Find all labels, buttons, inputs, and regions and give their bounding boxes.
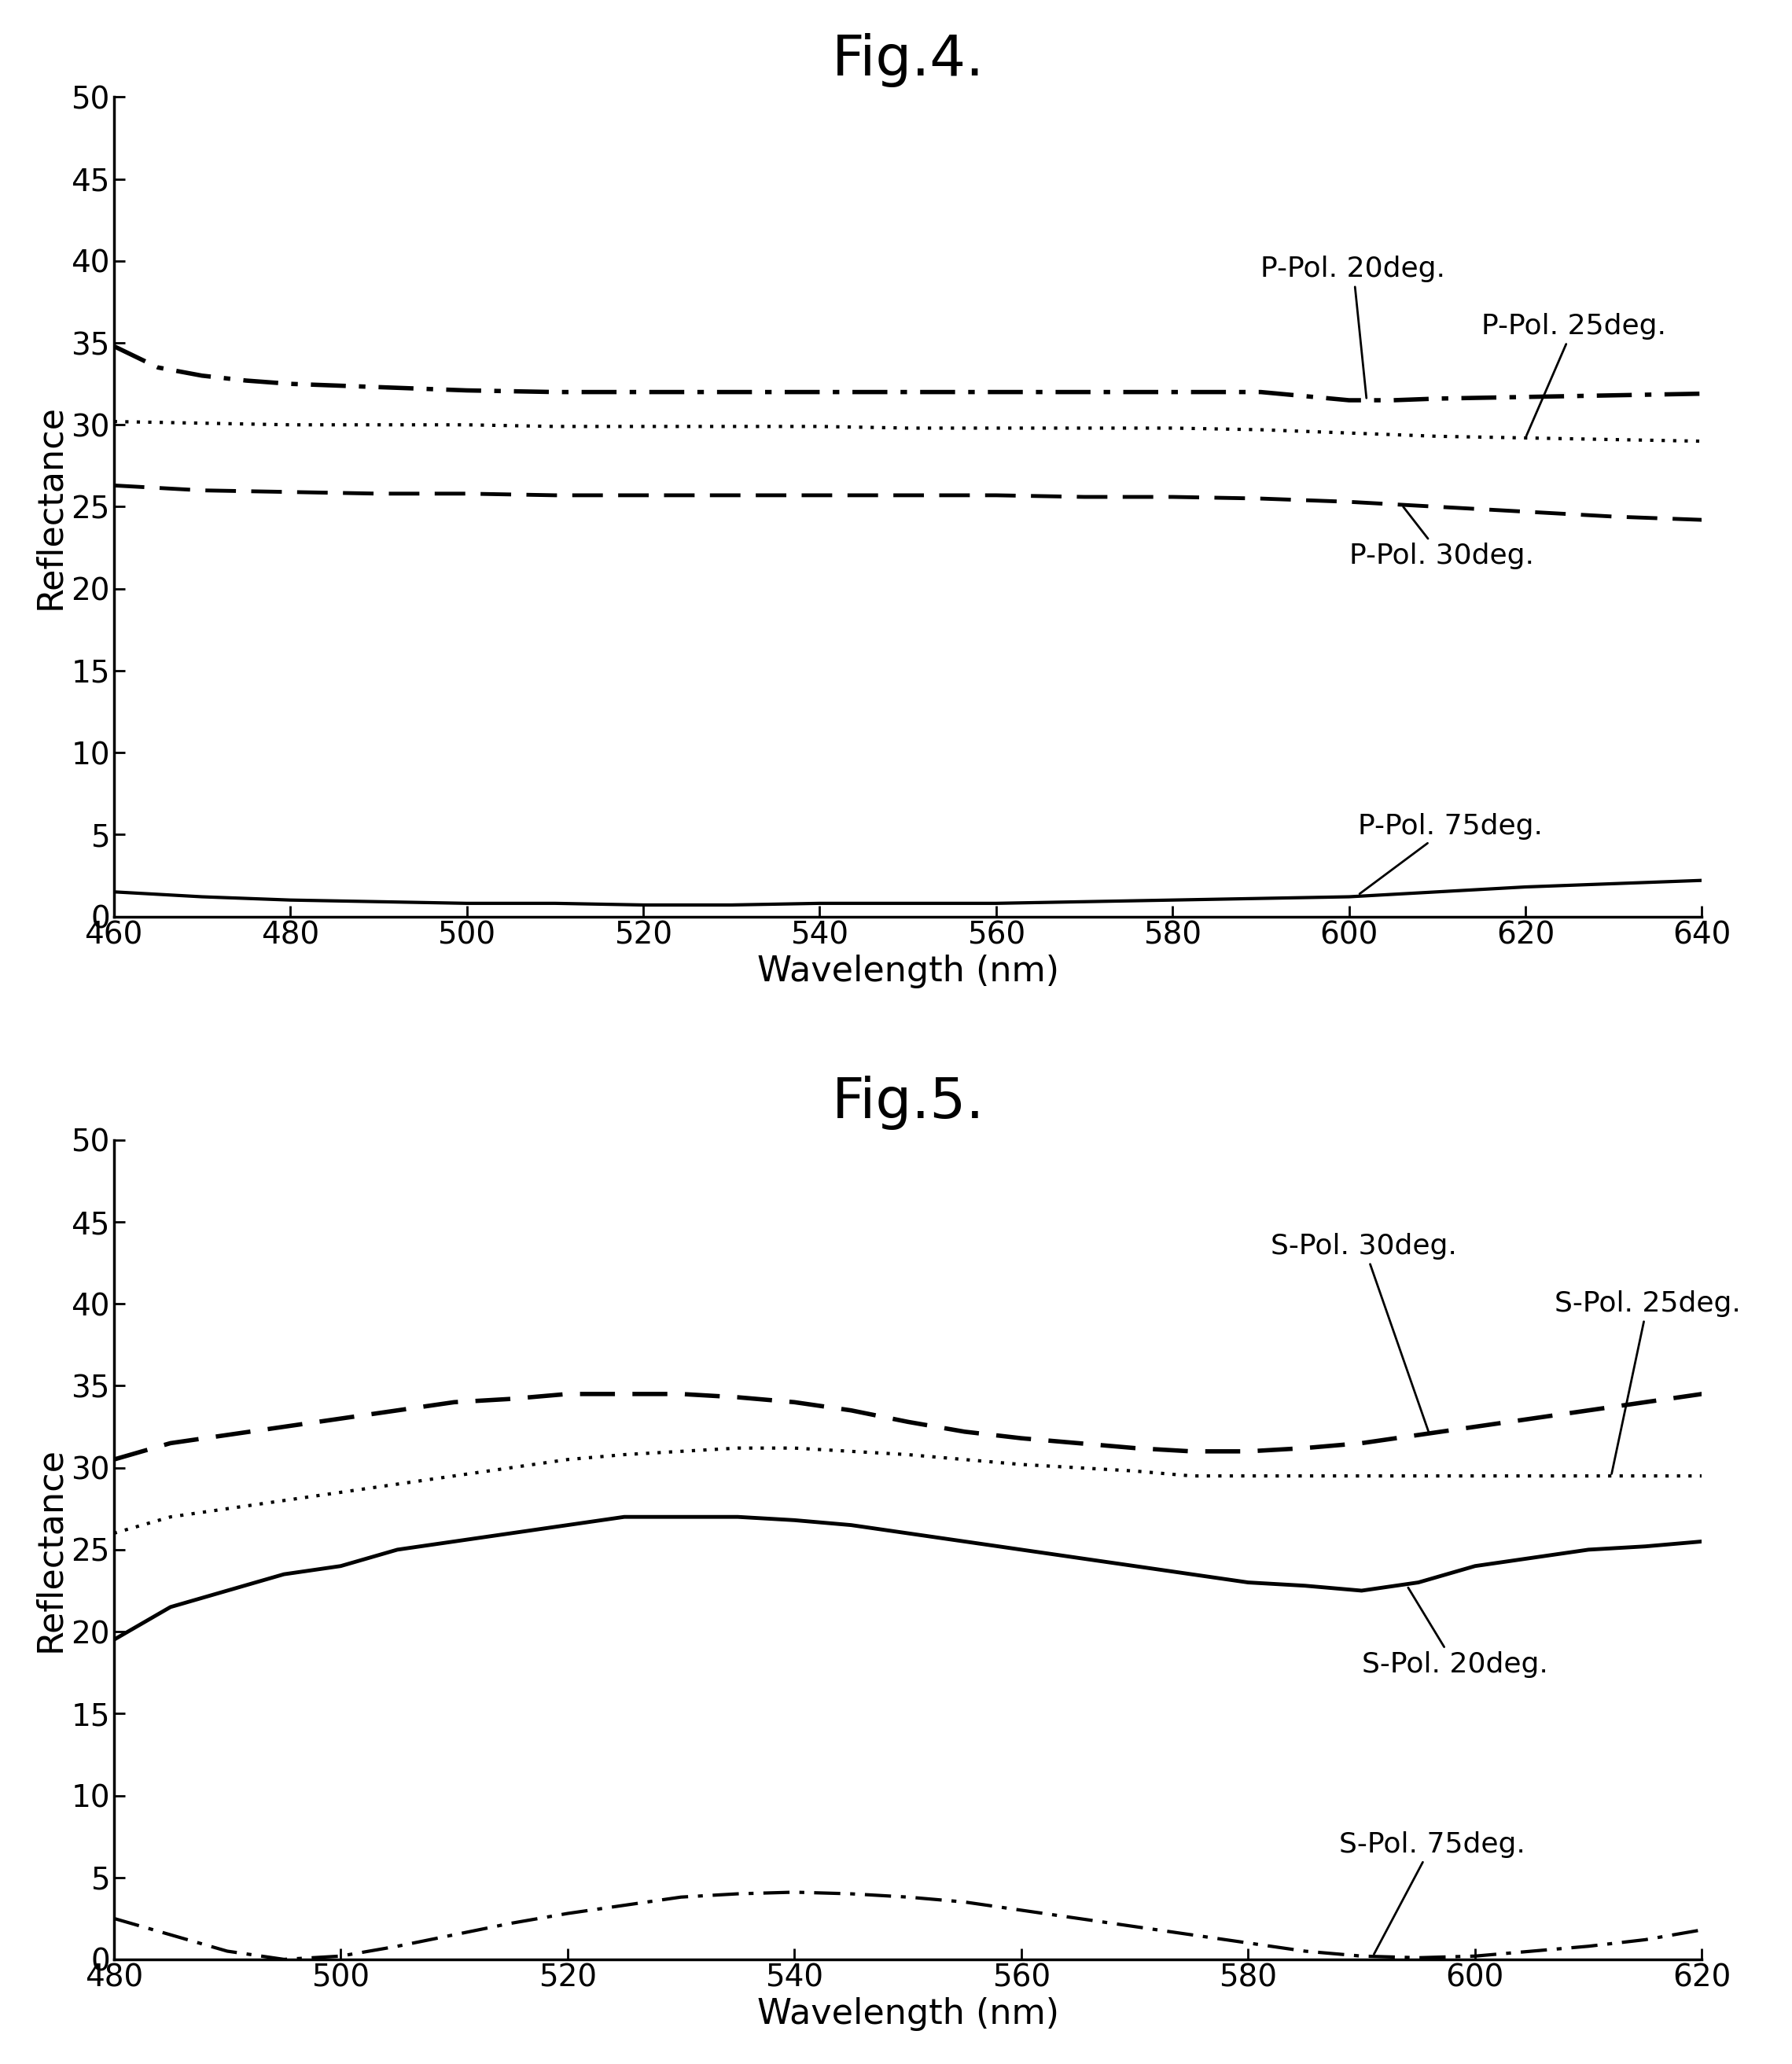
Text: S-Pol. 30deg.: S-Pol. 30deg. bbox=[1271, 1232, 1457, 1432]
Text: P-Pol. 20deg.: P-Pol. 20deg. bbox=[1262, 256, 1446, 398]
Text: P-Pol. 75deg.: P-Pol. 75deg. bbox=[1358, 813, 1543, 894]
Y-axis label: Reflectance: Reflectance bbox=[32, 405, 66, 609]
X-axis label: Wavelength (nm): Wavelength (nm) bbox=[756, 954, 1059, 989]
Title: Fig.5.: Fig.5. bbox=[831, 1075, 984, 1129]
X-axis label: Wavelength (nm): Wavelength (nm) bbox=[756, 1998, 1059, 2031]
Text: S-Pol. 20deg.: S-Pol. 20deg. bbox=[1362, 1587, 1548, 1678]
Title: Fig.4.: Fig.4. bbox=[831, 33, 984, 87]
Text: S-Pol. 75deg.: S-Pol. 75deg. bbox=[1339, 1831, 1525, 1955]
Text: S-Pol. 25deg.: S-Pol. 25deg. bbox=[1554, 1290, 1740, 1474]
Y-axis label: Reflectance: Reflectance bbox=[32, 1447, 66, 1653]
Text: P-Pol. 25deg.: P-Pol. 25deg. bbox=[1482, 314, 1667, 436]
Text: P-Pol. 30deg.: P-Pol. 30deg. bbox=[1349, 508, 1534, 570]
